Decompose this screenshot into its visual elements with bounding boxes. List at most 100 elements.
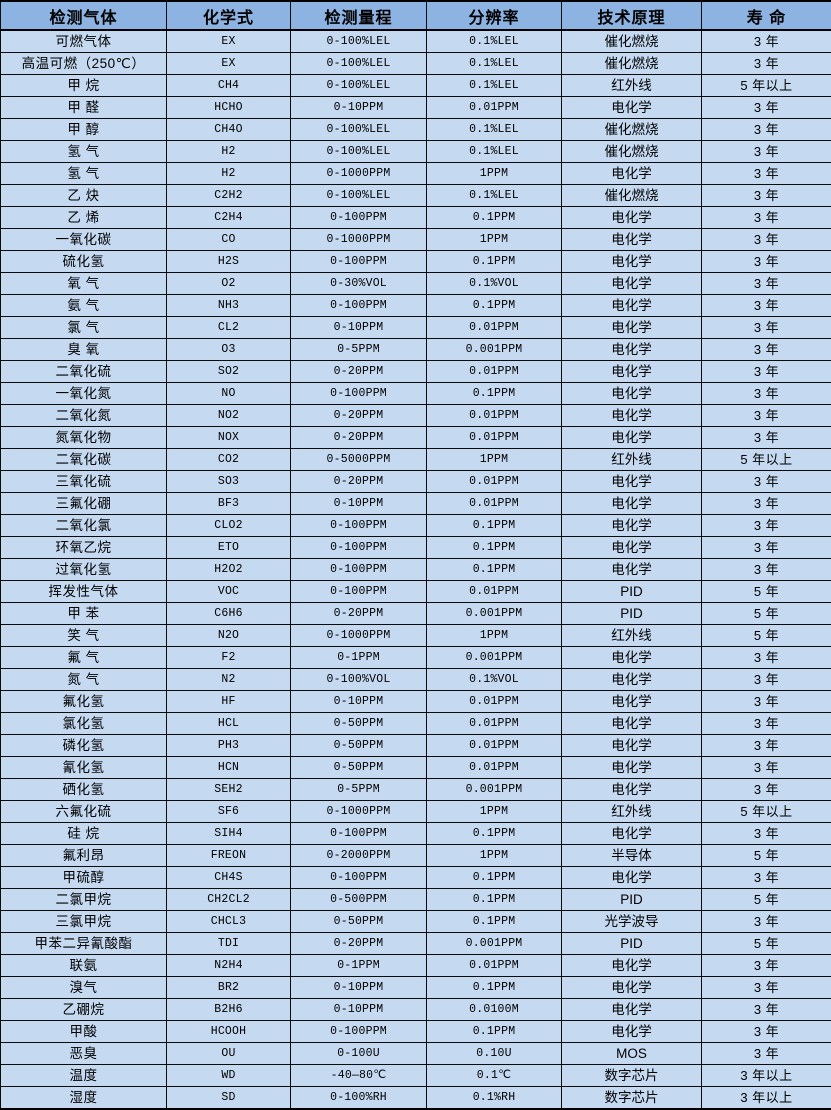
cell-tech: 电化学	[562, 251, 702, 273]
cell-formula: BF3	[167, 493, 291, 515]
cell-life: 3 年	[702, 251, 831, 273]
cell-formula: TDI	[167, 933, 291, 955]
cell-resolution: 0.10U	[427, 1043, 562, 1065]
cell-gas: 氟 气	[1, 647, 167, 669]
cell-formula: CH4	[167, 75, 291, 97]
cell-life: 3 年	[702, 1021, 831, 1043]
cell-life: 3 年	[702, 361, 831, 383]
cell-resolution: 1PPM	[427, 801, 562, 823]
cell-range: 0-20PPM	[291, 603, 427, 625]
cell-resolution: 0.1PPM	[427, 977, 562, 999]
cell-life: 3 年	[702, 515, 831, 537]
cell-formula: ETO	[167, 537, 291, 559]
cell-resolution: 0.1PPM	[427, 537, 562, 559]
cell-tech: 电化学	[562, 295, 702, 317]
cell-resolution: 0.1PPM	[427, 867, 562, 889]
cell-resolution: 0.1%VOL	[427, 273, 562, 295]
cell-tech: 半导体	[562, 845, 702, 867]
cell-resolution: 1PPM	[427, 229, 562, 251]
cell-resolution: 0.1%LEL	[427, 75, 562, 97]
cell-range: 0-100%LEL	[291, 185, 427, 207]
cell-gas: 环氧乙烷	[1, 537, 167, 559]
cell-life: 3 年	[702, 53, 831, 75]
cell-life: 5 年	[702, 889, 831, 911]
cell-resolution: 0.1℃	[427, 1065, 562, 1087]
cell-formula: SO3	[167, 471, 291, 493]
cell-range: 0-100PPM	[291, 581, 427, 603]
cell-formula: N2	[167, 669, 291, 691]
cell-tech: 电化学	[562, 669, 702, 691]
cell-gas: 甲硫醇	[1, 867, 167, 889]
cell-resolution: 0.1PPM	[427, 207, 562, 229]
cell-tech: 电化学	[562, 537, 702, 559]
cell-resolution: 0.1%LEL	[427, 185, 562, 207]
cell-gas: 氟化氢	[1, 691, 167, 713]
cell-resolution: 0.1%LEL	[427, 141, 562, 163]
cell-tech: 电化学	[562, 207, 702, 229]
cell-range: 0-10PPM	[291, 97, 427, 119]
cell-tech: 数字芯片	[562, 1087, 702, 1110]
cell-formula: CH4O	[167, 119, 291, 141]
cell-range: 0-1PPM	[291, 647, 427, 669]
cell-gas: 氯 气	[1, 317, 167, 339]
cell-life: 3 年	[702, 383, 831, 405]
cell-range: 0-50PPM	[291, 911, 427, 933]
cell-formula: HCN	[167, 757, 291, 779]
cell-formula: EX	[167, 53, 291, 75]
cell-resolution: 0.01PPM	[427, 757, 562, 779]
cell-tech: 电化学	[562, 493, 702, 515]
cell-formula: HCHO	[167, 97, 291, 119]
cell-range: 0-20PPM	[291, 471, 427, 493]
cell-life: 3 年	[702, 757, 831, 779]
cell-life: 3 年	[702, 735, 831, 757]
cell-formula: CH4S	[167, 867, 291, 889]
cell-formula: H2	[167, 141, 291, 163]
cell-life: 3 年	[702, 207, 831, 229]
cell-range: 0-100%LEL	[291, 53, 427, 75]
cell-gas: 氟利昂	[1, 845, 167, 867]
cell-gas: 硅 烷	[1, 823, 167, 845]
cell-range: 0-100PPM	[291, 207, 427, 229]
cell-gas: 挥发性气体	[1, 581, 167, 603]
cell-life: 3 年	[702, 823, 831, 845]
cell-resolution: 0.01PPM	[427, 405, 562, 427]
cell-range: 0-20PPM	[291, 933, 427, 955]
cell-formula: NO2	[167, 405, 291, 427]
cell-gas: 温度	[1, 1065, 167, 1087]
cell-tech: PID	[562, 933, 702, 955]
column-header-tech: 技术原理	[562, 1, 702, 30]
cell-life: 3 年	[702, 559, 831, 581]
cell-range: 0-5PPM	[291, 779, 427, 801]
cell-gas: 甲苯二异氰酸酯	[1, 933, 167, 955]
cell-gas: 氮 气	[1, 669, 167, 691]
cell-range: 0-100PPM	[291, 867, 427, 889]
cell-gas: 笑 气	[1, 625, 167, 647]
cell-tech: 红外线	[562, 625, 702, 647]
cell-gas: 联氨	[1, 955, 167, 977]
cell-life: 3 年	[702, 119, 831, 141]
cell-life: 5 年以上	[702, 75, 831, 97]
cell-range: 0-20PPM	[291, 405, 427, 427]
column-header-gas: 检测气体	[1, 1, 167, 30]
cell-range: 0-100PPM	[291, 1021, 427, 1043]
